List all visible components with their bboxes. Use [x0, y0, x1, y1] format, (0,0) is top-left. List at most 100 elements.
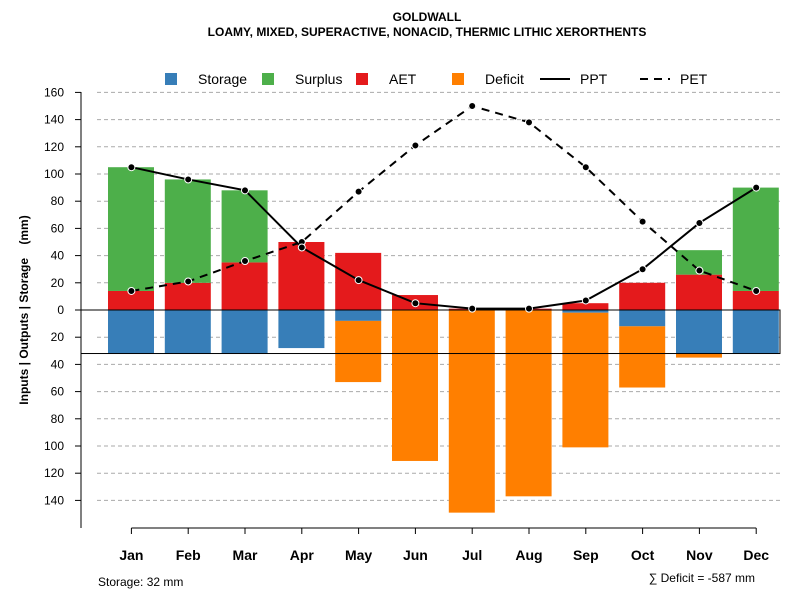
deficit-sum-footnote: ∑ Deficit = -587 mm	[649, 571, 755, 585]
aet-bar	[221, 262, 268, 310]
deficit-bar	[676, 353, 722, 358]
pet-line-point	[752, 286, 761, 295]
surplus-bar	[164, 179, 211, 283]
surplus-bar	[108, 167, 154, 291]
month-label: Dec	[743, 547, 769, 563]
chart-subtitle: LOAMY, MIXED, SUPERACTIVE, NONACID, THER…	[208, 25, 647, 39]
bars	[108, 167, 779, 513]
deficit-bar	[335, 320, 382, 383]
storage-bar	[732, 310, 779, 354]
deficit-bar	[619, 326, 666, 388]
legend-label: PET	[680, 71, 708, 87]
legend-label: Deficit	[485, 71, 524, 87]
aet-bar	[278, 242, 325, 310]
storage-bar	[278, 310, 325, 349]
aet-bar	[732, 290, 779, 310]
ppt-line-point	[752, 183, 761, 192]
pet-line-point	[695, 266, 704, 275]
y-tick-label: 140	[44, 493, 64, 507]
storage-bar	[676, 310, 722, 354]
ppt-line-point	[411, 299, 420, 308]
ppt-line-point	[354, 276, 363, 285]
month-label: Feb	[176, 547, 201, 563]
y-tick-label: 40	[51, 357, 65, 371]
storage-bar	[562, 310, 609, 313]
ppt-line-point	[695, 218, 704, 227]
month-label: Aug	[515, 547, 542, 563]
pet-line-point	[581, 163, 590, 172]
y-tick-label: 0	[57, 303, 64, 317]
aet-bar	[108, 290, 154, 310]
y-tick-label: 80	[51, 194, 65, 208]
ppt-line-point	[525, 304, 533, 313]
month-label: Nov	[686, 547, 713, 563]
month-label: Jun	[403, 547, 428, 563]
chart-title: GOLDWALL	[393, 10, 462, 24]
ppt-line-point	[638, 265, 647, 274]
legend-label: Surplus	[295, 71, 342, 87]
lines	[127, 102, 761, 313]
pet-line-point	[468, 102, 477, 110]
legend: Storage Surplus AET Deficit PPT PET	[165, 71, 708, 87]
ppt-line-point	[581, 296, 590, 305]
deficit-bar	[562, 312, 609, 448]
pet-line-point	[184, 277, 193, 286]
storage-bar	[335, 310, 382, 321]
legend-swatch	[262, 73, 274, 85]
ppt-line-point	[127, 163, 136, 172]
deficit-bar	[505, 310, 552, 497]
pet-line-point	[241, 257, 249, 266]
pet-line-point	[127, 286, 136, 295]
aet-bar	[562, 303, 609, 310]
y-tick-label: 20	[51, 330, 65, 344]
month-label: May	[345, 547, 372, 563]
legend-label: Storage	[198, 71, 247, 87]
y-tick-label: 120	[44, 466, 64, 480]
legend-swatch	[452, 73, 464, 85]
storage-bar	[164, 310, 211, 354]
y-tick-label: 140	[44, 113, 64, 127]
y-tick-label: 60	[51, 221, 65, 235]
month-label: Apr	[290, 547, 315, 563]
deficit-bar	[392, 310, 438, 461]
y-tick-label: 100	[44, 167, 64, 181]
y-tick-label: 20	[51, 276, 65, 290]
month-label: Sep	[573, 547, 599, 563]
y-tick-label: 80	[51, 412, 65, 426]
pet-line-point	[354, 187, 363, 196]
ppt-line-point	[468, 304, 477, 313]
surplus-bar	[732, 187, 779, 291]
month-label: Oct	[631, 547, 655, 563]
aet-bar	[164, 282, 211, 310]
deficit-bar	[448, 310, 495, 513]
ppt-line	[131, 166, 757, 310]
legend-swatch	[356, 73, 368, 85]
pet-line	[131, 104, 757, 292]
y-axis-label: Inputs | Outputs | Storage (mm)	[17, 215, 31, 404]
ppt-line-point	[297, 243, 306, 252]
legend-swatch	[165, 73, 177, 85]
y-tick-label: 120	[44, 140, 64, 154]
ppt-line-point	[241, 186, 249, 195]
y-tick-label: 40	[51, 249, 65, 263]
legend-label: PPT	[580, 71, 608, 87]
legend-label: AET	[389, 71, 417, 87]
pet-line-point	[525, 118, 533, 127]
month-label: Mar	[233, 547, 258, 563]
storage-bar	[108, 310, 154, 354]
aet-bar	[619, 282, 666, 310]
month-label: Jul	[462, 547, 482, 563]
ppt-line-point	[184, 175, 193, 184]
storage-bar	[221, 310, 268, 354]
y-tick-label: 100	[44, 439, 64, 453]
axes: 160 140 120 100 80 60 40 20 0 20 40 60 80 100 120 140 Ja…	[44, 85, 769, 563]
aet-bar	[676, 274, 722, 310]
surplus-bar	[221, 190, 268, 263]
pet-line-point	[411, 141, 420, 150]
y-tick-label: 160	[44, 85, 64, 99]
storage-bar	[619, 310, 666, 327]
y-tick-label: 60	[51, 385, 65, 399]
month-label: Jan	[119, 547, 143, 563]
pet-line-point	[638, 217, 647, 226]
storage-footnote: Storage: 32 mm	[98, 575, 183, 589]
